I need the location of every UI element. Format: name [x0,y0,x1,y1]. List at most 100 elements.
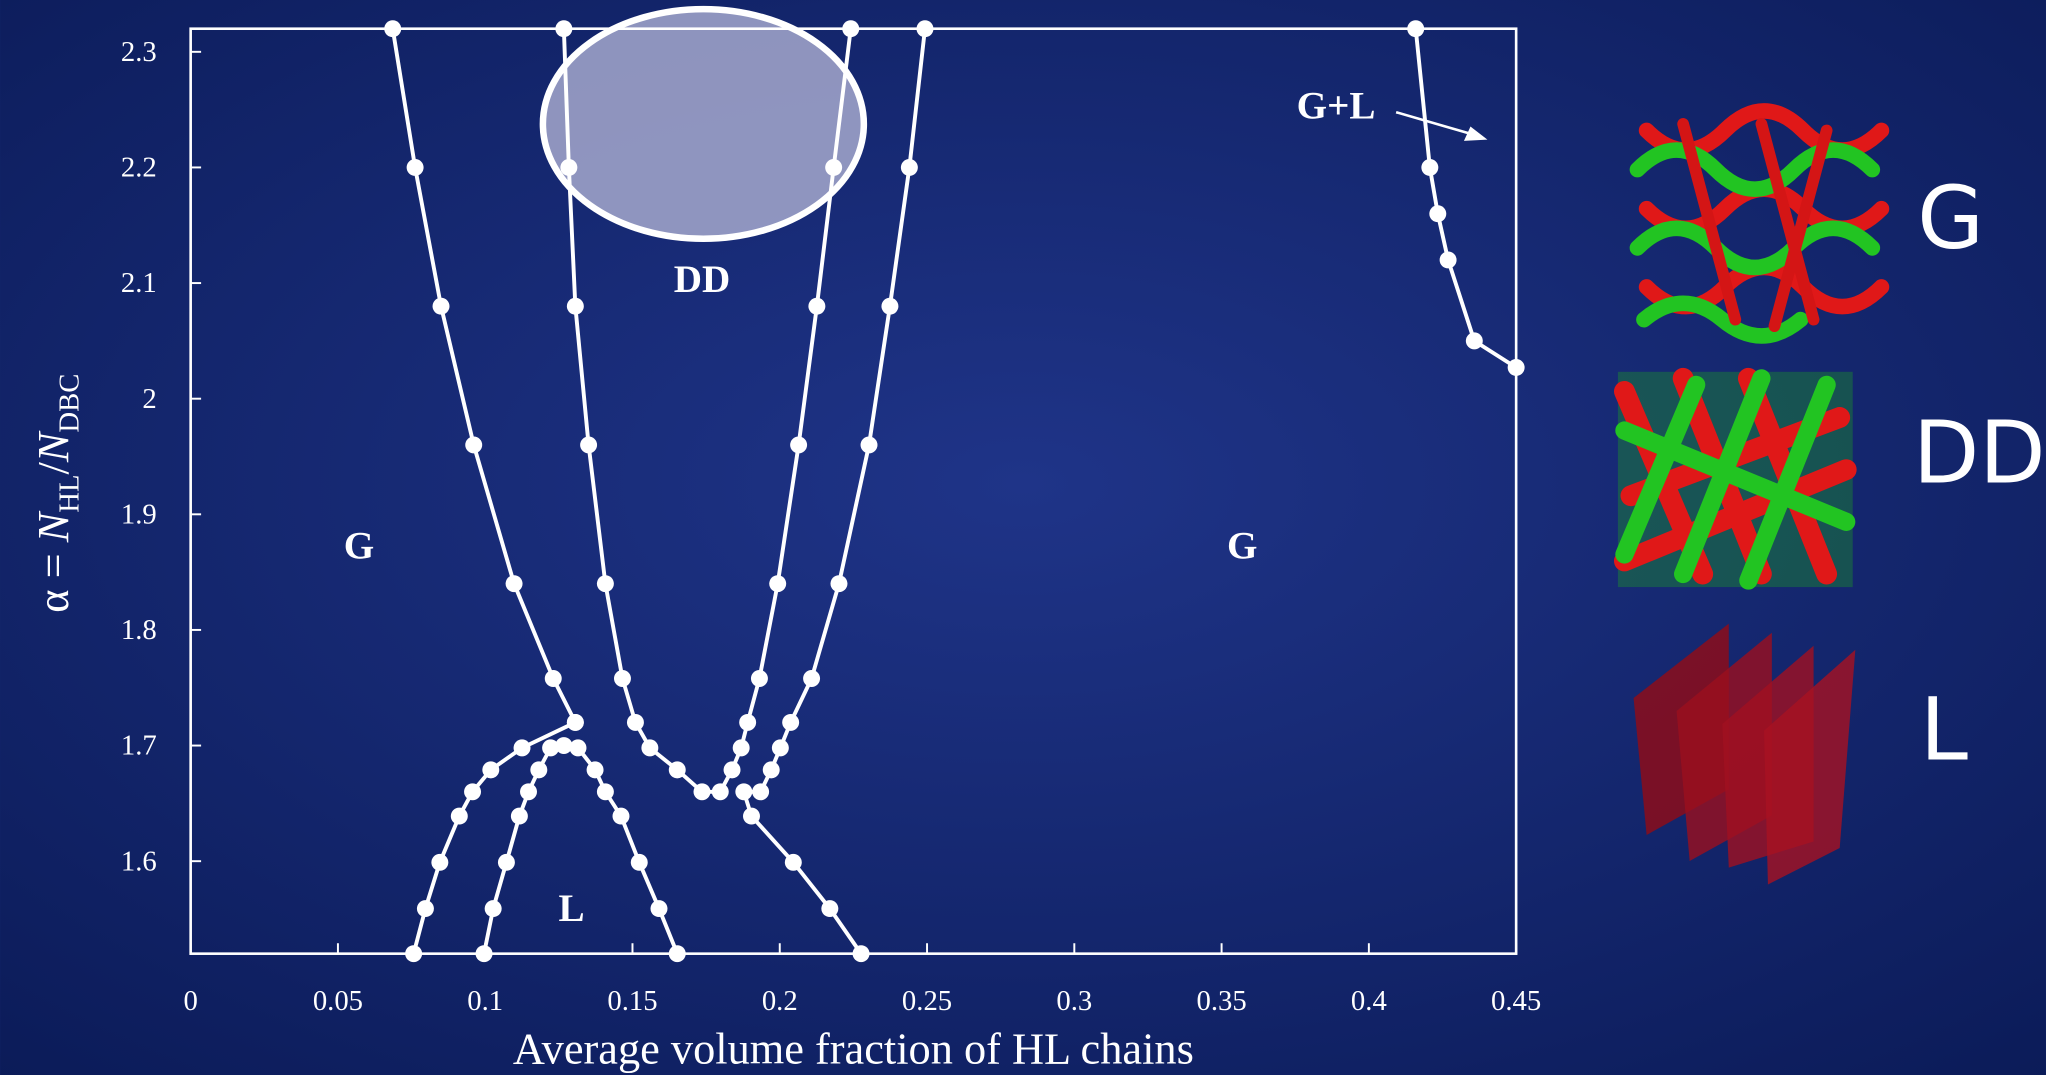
data-point [724,761,741,778]
data-point [821,900,838,917]
data-point [881,298,898,315]
data-point [631,854,648,871]
data-point [735,783,752,800]
data-point [853,945,870,962]
data-point [567,298,584,315]
data-point [861,436,878,453]
data-point [506,575,523,592]
x-axis-label: Average volume fraction of HL chains [513,1023,1194,1073]
x-tick-label: 0.1 [467,985,503,1017]
x-tick-label: 0.2 [762,985,798,1017]
y-tick-label: 2.1 [121,267,157,299]
data-point [384,20,401,37]
data-point [763,761,780,778]
data-point [482,761,499,778]
data-point [825,159,842,176]
data-point [803,670,820,687]
data-point [712,783,729,800]
x-tick-label: 0.45 [1491,985,1541,1017]
y-tick-label: 2.2 [121,152,157,184]
y-axis-label-part: α = [28,542,78,612]
y-axis-label-subscript: DBC [53,374,85,433]
x-tick-label: 0.15 [607,985,657,1017]
data-point [597,783,614,800]
x-tick-label: 0.25 [902,985,952,1017]
y-tick-label: 1.6 [121,845,157,877]
structure-label: L [1920,680,1968,780]
x-tick-label: 0.3 [1056,985,1092,1017]
data-point [733,739,750,756]
data-point [597,575,614,592]
data-point [433,298,450,315]
y-axis-label-part: N [28,430,78,463]
data-point [743,808,760,825]
data-point [560,159,577,176]
y-axis-label-part: N [28,510,78,543]
y-tick-label: 1.7 [121,730,157,762]
data-point [614,670,631,687]
y-tick-label: 2 [142,383,156,415]
data-point [567,714,584,731]
data-point [465,436,482,453]
data-point [520,783,537,800]
data-point [772,739,789,756]
data-point [901,159,918,176]
data-point [580,436,597,453]
data-point [545,670,562,687]
data-point [451,808,468,825]
page: {"chart_data":{"type":"line", "xlabel":"… [0,0,2046,1075]
slide: 00.050.10.150.20.250.30.350.40.451.61.71… [0,0,2046,1075]
data-point [407,159,424,176]
data-point [613,808,630,825]
data-point [769,575,786,592]
data-point [669,761,686,778]
data-point [555,737,572,754]
data-point [485,900,502,917]
data-point [587,761,604,778]
data-point [476,945,493,962]
data-point [808,298,825,315]
y-tick-label: 2.3 [121,36,157,68]
structure-label: G [1917,169,1984,269]
x-tick-label: 0.4 [1351,985,1387,1017]
structure-label: DD [1913,404,2046,504]
y-tick-label: 1.9 [121,498,157,530]
phase-label: G [1227,524,1257,567]
y-tick-label: 1.8 [121,614,157,646]
phase-label: G [344,524,374,567]
data-point [1421,159,1438,176]
phase-label: G+L [1297,85,1376,128]
data-point [694,783,711,800]
data-point [464,783,481,800]
phase-label: DD [674,258,731,301]
data-point [782,714,799,731]
data-point [669,945,686,962]
data-point [627,714,644,731]
data-point [752,783,769,800]
highlight-ellipse [543,9,864,239]
data-point [511,808,528,825]
data-point [842,20,859,37]
x-tick-label: 0.35 [1196,985,1246,1017]
phase-label: L [559,887,585,930]
data-point [916,20,933,37]
y-axis-label-part: / [28,461,78,474]
data-point [555,20,572,37]
double-diamond-image [1618,372,1853,587]
data-point [431,854,448,871]
data-point [498,854,515,871]
data-point [514,739,531,756]
data-point [417,900,434,917]
data-point [530,761,547,778]
data-point [751,670,768,687]
data-point [1508,359,1525,376]
data-point [785,854,802,871]
data-point [739,714,756,731]
data-point [651,900,668,917]
data-point [1407,20,1424,37]
y-axis-label-subscript: HL [53,474,85,512]
data-point [1429,205,1446,222]
data-point [830,575,847,592]
x-tick-label: 0.05 [313,985,363,1017]
data-point [405,945,422,962]
